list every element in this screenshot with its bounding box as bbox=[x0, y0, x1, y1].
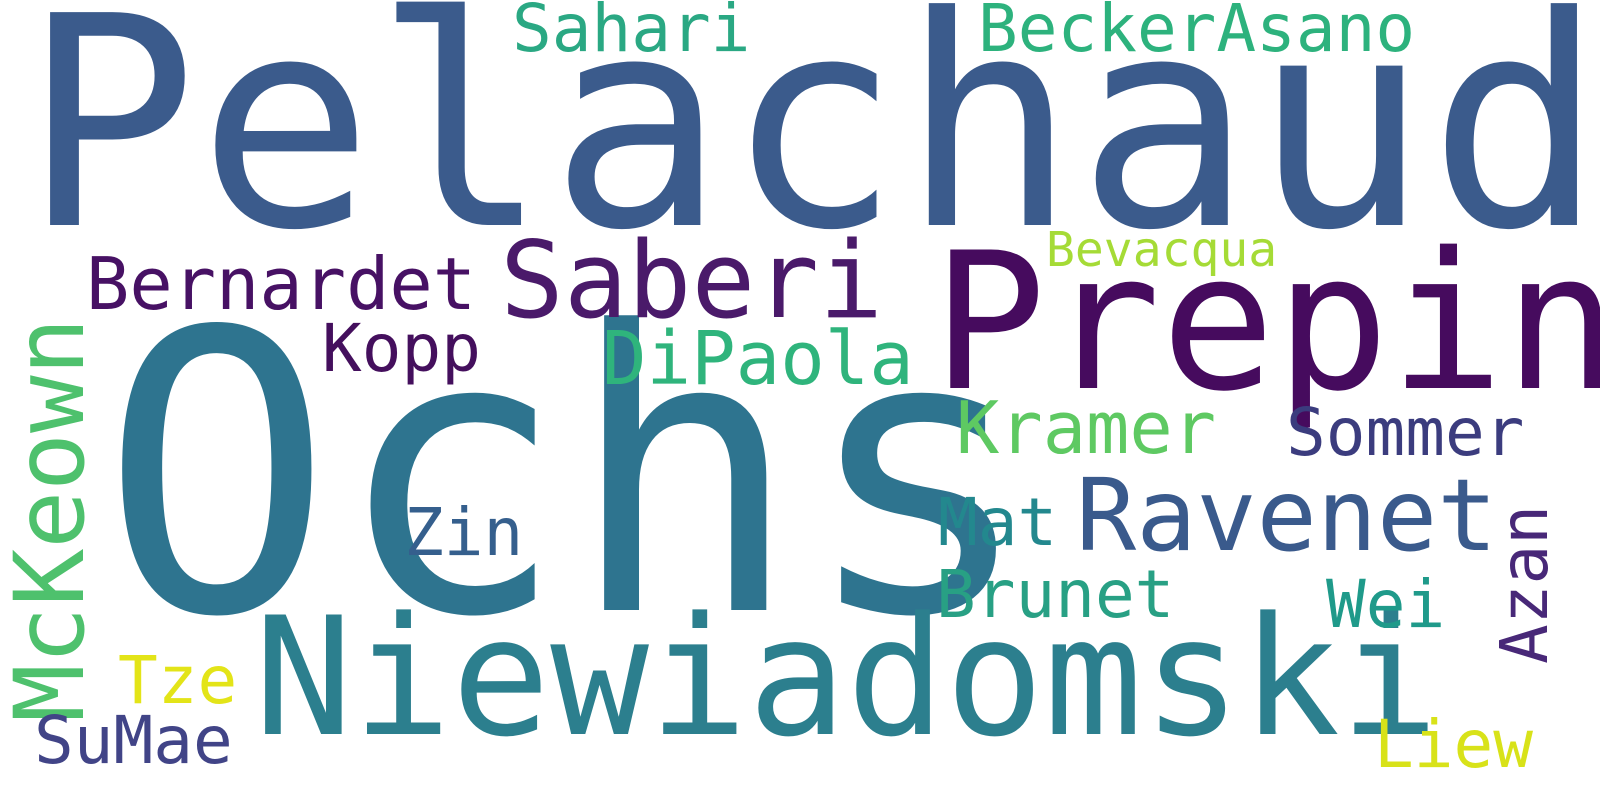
word-bernardet: Bernardet bbox=[86, 242, 477, 326]
word-mckeown: McKeown bbox=[0, 317, 106, 722]
word-niewiadomski: Niewiadomski bbox=[254, 582, 1439, 773]
word-sumae: SuMae bbox=[34, 702, 233, 779]
word-prepin: Prepin bbox=[932, 212, 1600, 433]
word-mat: Mat bbox=[938, 484, 1058, 561]
word-ochs: Ochs bbox=[100, 250, 1035, 702]
word-pelachaud: Pelachaud bbox=[22, 0, 1600, 294]
word-sommer: Sommer bbox=[1286, 394, 1525, 471]
word-brunet: Brunet bbox=[936, 556, 1175, 633]
word-bevacqua: Bevacqua bbox=[1046, 222, 1278, 278]
word-zin: Zin bbox=[404, 494, 524, 571]
word-kopp: Kopp bbox=[322, 310, 481, 387]
word-wei: Wei bbox=[1326, 566, 1446, 643]
word-saberi: Saberi bbox=[500, 219, 883, 342]
word-dipaola: DiPaola bbox=[602, 316, 914, 402]
word-beckerasano: BeckerAsano bbox=[978, 0, 1416, 67]
word-sahari: Sahari bbox=[512, 0, 751, 67]
word-tze: Tze bbox=[118, 642, 238, 719]
word-ravenet: Ravenet bbox=[1076, 457, 1498, 574]
word-kramer: Kramer bbox=[956, 386, 1217, 470]
word-azan: Azan bbox=[1486, 505, 1563, 664]
word-liew: Liew bbox=[1374, 706, 1533, 783]
